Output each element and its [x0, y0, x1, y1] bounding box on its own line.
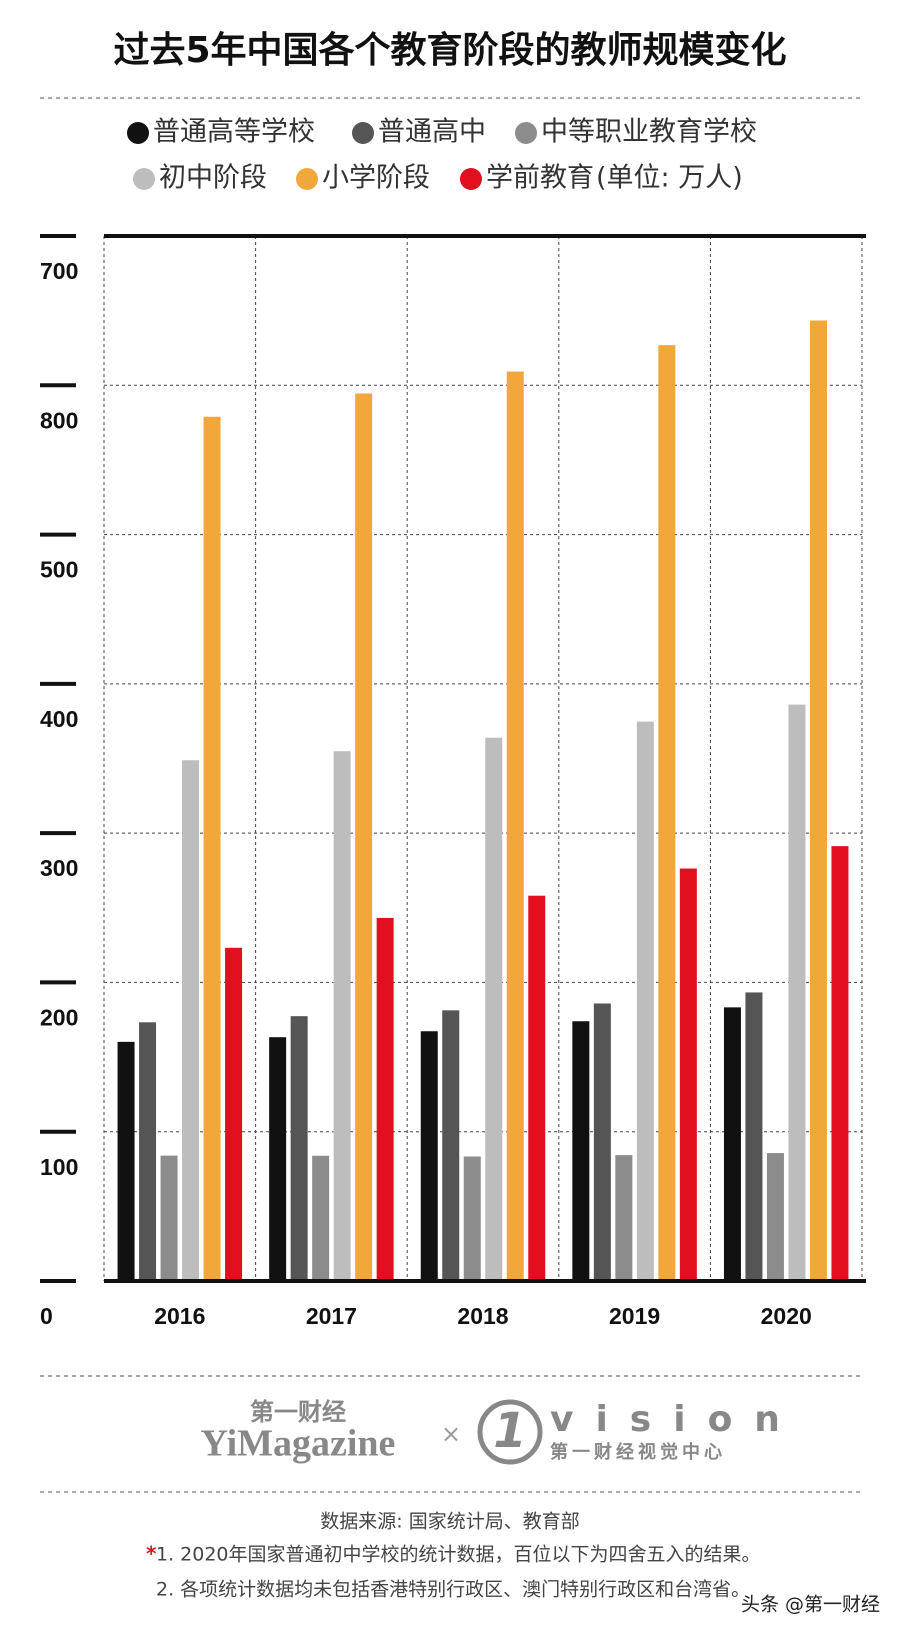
bar	[269, 1037, 287, 1281]
logo-vision-cn: 第一财经视觉中心	[550, 1441, 726, 1463]
bar	[290, 1016, 308, 1281]
bar	[420, 1031, 438, 1281]
logo-ring	[477, 1399, 543, 1465]
x-tick-label: 2017	[306, 1303, 357, 1329]
note: 2. 各项统计数据均未包括香港特别行政区、澳门特别行政区和台湾省。	[156, 1579, 750, 1601]
x-tick-label: 2019	[609, 1303, 660, 1329]
logo-cross: ×	[441, 1420, 461, 1448]
chart-title: 过去5年中国各个教育阶段的教师规模变化	[113, 29, 786, 71]
legend-marker	[515, 122, 537, 144]
note: 1. 2020年国家普通初中学校的统计数据，百位以下为四舍五入的结果。	[156, 1544, 761, 1566]
legend-label: 学前教育	[486, 163, 594, 194]
bar	[182, 760, 200, 1281]
y-tick-label: 500	[40, 557, 78, 583]
bar	[593, 1003, 611, 1281]
bar	[160, 1155, 178, 1281]
legend-marker	[127, 122, 149, 144]
logo-vision: vision	[550, 1399, 802, 1440]
note-mark: *	[146, 1542, 157, 1566]
bar	[485, 737, 503, 1281]
source: 数据来源: 国家统计局、教育部	[320, 1511, 579, 1533]
legend-unit: (单位: 万人)	[596, 163, 743, 194]
bar	[506, 371, 524, 1282]
legend-marker	[352, 122, 374, 144]
bar	[355, 393, 373, 1281]
bar	[636, 721, 654, 1281]
legend-label: 中等职业教育学校	[541, 117, 757, 148]
y-tick-label: 200	[40, 1005, 78, 1031]
bar	[376, 917, 394, 1281]
bar	[572, 1021, 590, 1281]
legend-marker	[460, 168, 482, 190]
legend-label: 小学阶段	[322, 163, 430, 194]
bar	[528, 895, 546, 1281]
bar	[312, 1155, 330, 1281]
legend-label: 初中阶段	[159, 163, 267, 194]
logo-brand-en: YiMagazine	[201, 1423, 396, 1465]
bar	[679, 868, 697, 1281]
bar	[225, 947, 243, 1281]
legend-label: 普通高等学校	[153, 117, 315, 148]
bar	[809, 320, 827, 1281]
x-tick-label: 2020	[761, 1303, 812, 1329]
x-tick-label: 2018	[457, 1303, 508, 1329]
legend-marker	[296, 168, 318, 190]
bar	[333, 751, 351, 1281]
y-tick-label: 800	[40, 407, 78, 433]
bar	[117, 1041, 135, 1281]
bar	[615, 1155, 633, 1281]
bar	[139, 1022, 157, 1281]
bar	[658, 345, 676, 1281]
y-tick-label: 100	[40, 1154, 78, 1180]
logo-num: 1	[493, 1403, 526, 1459]
legend-marker	[133, 168, 155, 190]
bar	[745, 992, 763, 1281]
y-tick-label: 0	[40, 1303, 53, 1329]
watermark: 头条 @第一财经	[741, 1594, 880, 1616]
bar	[831, 846, 849, 1281]
bar	[463, 1156, 481, 1281]
bar	[442, 1010, 460, 1281]
y-tick-label: 700	[40, 258, 78, 284]
bar	[203, 416, 221, 1281]
x-tick-label: 2016	[154, 1303, 205, 1329]
logo-brand-cn: 第一财经	[250, 1398, 346, 1426]
legend-label: 普通高中	[378, 117, 486, 148]
bar	[723, 1007, 741, 1281]
y-tick-label: 300	[40, 855, 78, 881]
y-tick-label: 400	[40, 706, 78, 732]
bar	[788, 704, 806, 1281]
bar	[766, 1153, 784, 1281]
